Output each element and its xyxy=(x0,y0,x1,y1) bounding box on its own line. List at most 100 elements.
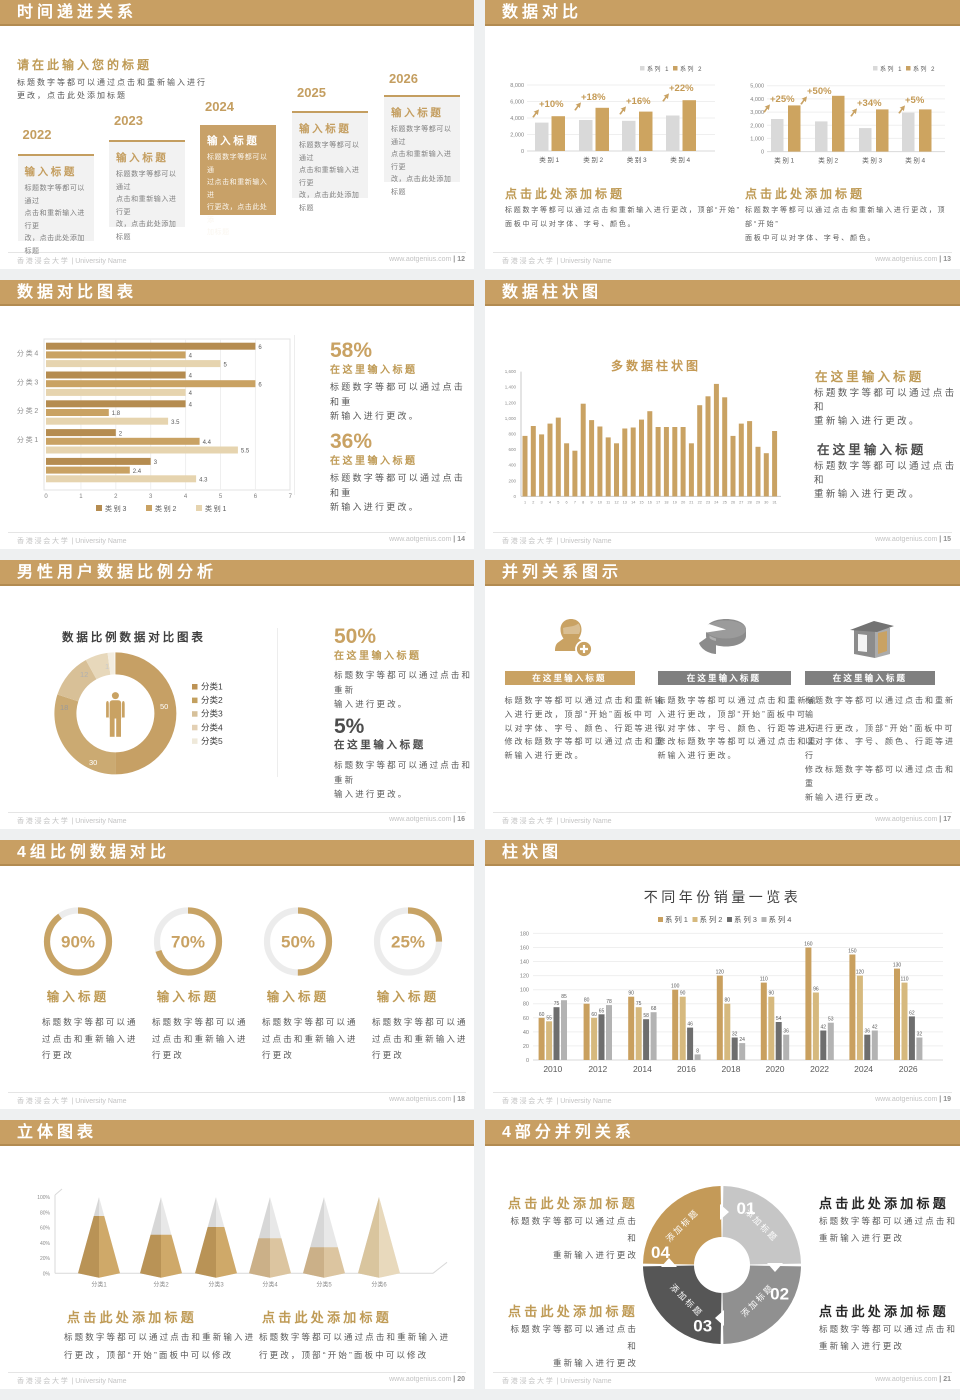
svg-text:1,400: 1,400 xyxy=(505,385,517,390)
svg-text:29: 29 xyxy=(756,500,760,504)
svg-text:系列3: 系列3 xyxy=(734,914,759,924)
svg-text:5,000: 5,000 xyxy=(750,84,764,90)
svg-text:4: 4 xyxy=(549,500,551,504)
svg-text:1,000: 1,000 xyxy=(505,416,517,421)
svg-text:2022: 2022 xyxy=(810,1064,829,1074)
svg-text:2.4: 2.4 xyxy=(133,469,142,475)
svg-text:15: 15 xyxy=(639,500,643,504)
svg-text:0: 0 xyxy=(761,150,764,156)
svg-text:80: 80 xyxy=(584,998,590,1004)
svg-text:18: 18 xyxy=(60,703,68,712)
svg-text:分类1: 分类1 xyxy=(91,1280,107,1288)
svg-text:1: 1 xyxy=(79,494,83,500)
svg-text:分类4: 分类4 xyxy=(17,349,40,358)
svg-text:150: 150 xyxy=(848,949,857,955)
svg-text:+18%: +18% xyxy=(581,92,606,103)
svg-text:60: 60 xyxy=(539,1012,545,1018)
svg-text:类别3: 类别3 xyxy=(862,156,884,165)
svg-text:多数据柱状图: 多数据柱状图 xyxy=(611,358,701,373)
svg-text:类别4: 类别4 xyxy=(670,155,692,164)
svg-text:90%: 90% xyxy=(61,933,95,952)
svg-text:42: 42 xyxy=(872,1025,878,1031)
svg-text:分类4: 分类4 xyxy=(262,1280,278,1288)
svg-text:140: 140 xyxy=(520,960,529,966)
svg-text:2: 2 xyxy=(114,494,118,500)
svg-text:25: 25 xyxy=(723,500,727,504)
svg-text:4,000: 4,000 xyxy=(750,97,764,103)
svg-text:4: 4 xyxy=(189,403,193,409)
svg-text:36: 36 xyxy=(865,1029,871,1035)
svg-text:14: 14 xyxy=(631,500,635,504)
svg-text:1,600: 1,600 xyxy=(505,369,517,374)
svg-text:类别1: 类别1 xyxy=(205,504,228,513)
svg-text:系列2: 系列2 xyxy=(700,914,725,924)
svg-text:分类2: 分类2 xyxy=(17,406,40,415)
svg-text:18: 18 xyxy=(664,500,668,504)
svg-text:+5%: +5% xyxy=(905,95,925,106)
svg-text:+34%: +34% xyxy=(857,98,882,109)
svg-text:20: 20 xyxy=(681,500,685,504)
svg-text:类别1: 类别1 xyxy=(774,156,796,165)
svg-text:0%: 0% xyxy=(43,1271,51,1277)
svg-text:系列4: 系列4 xyxy=(769,914,794,924)
svg-text:2018: 2018 xyxy=(722,1064,741,1074)
svg-text:分类2: 分类2 xyxy=(201,695,223,705)
svg-text:60%: 60% xyxy=(40,1226,51,1232)
svg-text:9: 9 xyxy=(591,500,593,504)
svg-text:26: 26 xyxy=(731,500,735,504)
svg-text:分类6: 分类6 xyxy=(371,1280,387,1288)
svg-text:1,200: 1,200 xyxy=(505,400,517,405)
svg-text:2: 2 xyxy=(119,431,123,437)
svg-text:8: 8 xyxy=(696,1048,699,1054)
svg-text:32: 32 xyxy=(917,1032,923,1038)
svg-text:160: 160 xyxy=(520,946,529,952)
svg-text:19: 19 xyxy=(673,500,677,504)
svg-text:0: 0 xyxy=(44,494,48,500)
svg-text:2,000: 2,000 xyxy=(750,123,764,129)
svg-text:40%: 40% xyxy=(40,1241,51,1247)
svg-text:130: 130 xyxy=(893,963,902,969)
svg-text:12: 12 xyxy=(80,670,88,679)
svg-text:1.8: 1.8 xyxy=(112,411,121,417)
svg-text:42: 42 xyxy=(821,1025,827,1031)
svg-text:3: 3 xyxy=(154,460,158,466)
svg-text:类别2: 类别2 xyxy=(155,504,178,513)
svg-text:90: 90 xyxy=(769,991,775,997)
svg-text:27: 27 xyxy=(739,500,743,504)
svg-text:+50%: +50% xyxy=(807,86,832,97)
svg-text:分类2: 分类2 xyxy=(153,1280,169,1288)
svg-text:4: 4 xyxy=(184,494,188,500)
svg-text:62: 62 xyxy=(909,1010,915,1016)
svg-text:系列 1: 系列 1 xyxy=(880,65,903,73)
svg-text:85: 85 xyxy=(561,994,567,1000)
svg-text:54: 54 xyxy=(776,1016,782,1022)
svg-text:160: 160 xyxy=(804,942,813,948)
svg-text:4,000: 4,000 xyxy=(510,116,524,122)
svg-text:60: 60 xyxy=(591,1012,597,1018)
svg-text:3,000: 3,000 xyxy=(750,110,764,116)
svg-text:36: 36 xyxy=(783,1029,789,1035)
svg-text:+16%: +16% xyxy=(626,96,651,107)
svg-text:30: 30 xyxy=(764,500,768,504)
svg-text:3: 3 xyxy=(149,494,153,500)
svg-text:3: 3 xyxy=(541,500,543,504)
svg-text:5: 5 xyxy=(224,362,228,368)
svg-text:类别2: 类别2 xyxy=(583,155,605,164)
svg-text:分类4: 分类4 xyxy=(201,722,223,732)
svg-text:1: 1 xyxy=(524,500,526,504)
svg-text:系列1: 系列1 xyxy=(665,914,690,924)
svg-text:78: 78 xyxy=(606,999,612,1005)
svg-text:32: 32 xyxy=(732,1032,738,1038)
svg-text:16: 16 xyxy=(648,500,652,504)
svg-text:5: 5 xyxy=(557,500,559,504)
svg-text:22: 22 xyxy=(698,500,702,504)
svg-text:分类3: 分类3 xyxy=(201,709,223,719)
svg-text:120: 120 xyxy=(520,974,529,980)
svg-text:65: 65 xyxy=(599,1008,605,1014)
svg-text:6: 6 xyxy=(566,500,568,504)
svg-text:20: 20 xyxy=(523,1044,529,1050)
svg-text:2024: 2024 xyxy=(854,1064,873,1074)
svg-text:28: 28 xyxy=(747,500,751,504)
svg-text:80: 80 xyxy=(523,1002,529,1008)
svg-text:120: 120 xyxy=(856,970,865,976)
